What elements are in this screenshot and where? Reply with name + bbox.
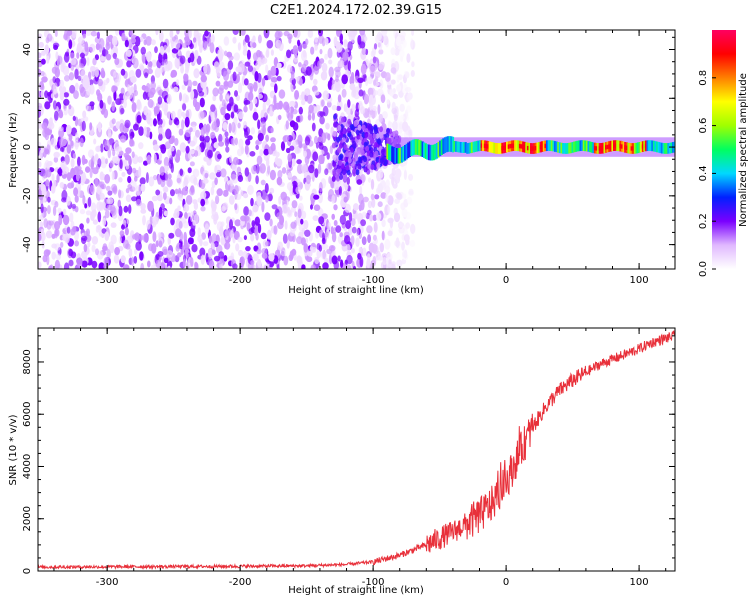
- y-tick-label: -20: [22, 188, 33, 204]
- spectrogram-plot-area: [35, 25, 676, 274]
- snr-series-line: [38, 331, 675, 568]
- y-tick-label: -40: [22, 236, 33, 252]
- x-tick-label: -200: [229, 577, 252, 588]
- y-tick-label: 6000: [22, 401, 33, 426]
- colorbar-tick-label: 0.4: [698, 165, 709, 181]
- x-tick-label: -300: [96, 275, 119, 286]
- colorbar-tick-label: 0.0: [698, 261, 709, 277]
- y-tick-label: 2000: [22, 506, 33, 531]
- colorbar: 0.0 0.2 0.4 0.6 0.8 Normalized spectral ampl…: [698, 30, 749, 277]
- spectrogram-xlabel: Height of straight line (km): [288, 285, 424, 296]
- snr-xlabel: Height of straight line (km): [288, 585, 424, 596]
- colorbar-tick-label: 0.2: [698, 213, 709, 229]
- colorbar-gradient: [712, 30, 736, 269]
- x-tick-label: 0: [503, 275, 509, 286]
- snr-ylabel: SNR (10 * v/v): [8, 414, 19, 485]
- colorbar-tick-label: 0.6: [698, 118, 709, 134]
- y-tick-label: 20: [22, 92, 33, 105]
- y-tick-label: 4000: [22, 454, 33, 479]
- chart-title: C2E1.2024.172.02.39.G15: [270, 3, 442, 18]
- spectrogram-ylabel: Frequency (Hz): [8, 112, 19, 188]
- x-tick-label: 100: [630, 275, 649, 286]
- y-tick-label: 40: [22, 43, 33, 56]
- y-tick-label: 8000: [22, 349, 33, 374]
- snr-frame: [38, 328, 675, 571]
- x-tick-label: -300: [96, 577, 119, 588]
- y-tick-label: 0: [22, 144, 33, 150]
- y-tick-label: 0: [22, 568, 33, 574]
- x-tick-label: -200: [229, 275, 252, 286]
- x-tick-label: 0: [503, 577, 509, 588]
- x-tick-label: 100: [630, 577, 649, 588]
- colorbar-tick-label: 0.8: [698, 70, 709, 86]
- colorbar-label: Normalized spectral amplitude: [738, 73, 749, 227]
- snr-x-axis: -300 -200 -100 0 100: [54, 328, 666, 588]
